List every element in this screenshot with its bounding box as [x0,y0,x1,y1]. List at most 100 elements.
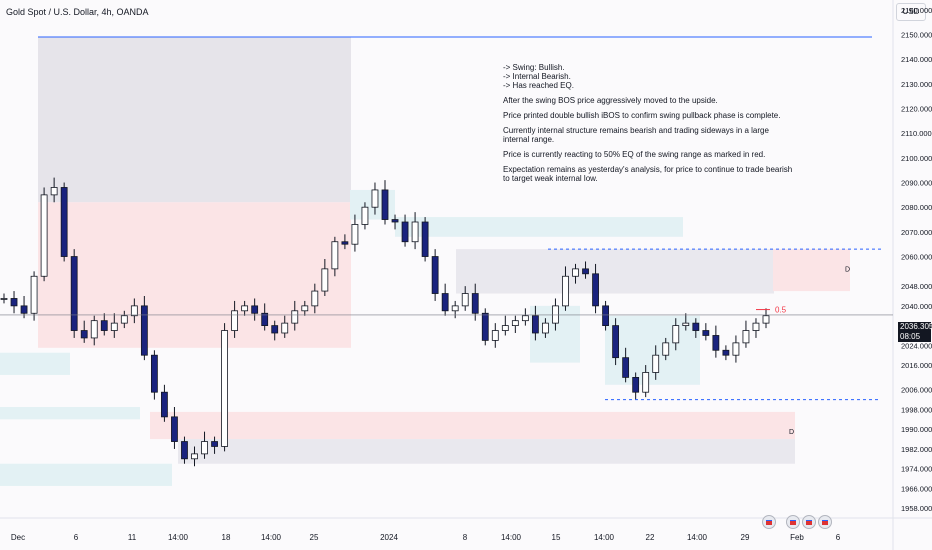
candle-body [171,416,178,442]
x-tick-label: 8 [463,533,468,542]
note-paragraph: After the swing BOS price aggressively m… [503,96,718,105]
x-tick-label: 2024 [380,533,398,542]
candle-body [401,221,409,243]
x-tick-label: 25 [310,533,319,542]
demand-d-zone [150,411,795,440]
candle-body [722,349,730,356]
candle-body [221,330,228,447]
candle-body [140,305,148,356]
candle-body [582,268,589,275]
candle-body [241,305,249,312]
x-tick-label: 14:00 [501,533,522,542]
candle-body [161,391,168,418]
candle-body [752,322,760,331]
candle-body [592,273,599,307]
candle-body [341,241,349,245]
candle-body [301,305,309,312]
y-tick-label: 2060.000 [901,253,932,262]
note-bullet: -> Has reached EQ. [503,81,574,90]
y-tick-label: 2110.000 [901,129,932,138]
candle-body [602,305,609,327]
candle-body [521,315,529,322]
candle-body [431,256,439,294]
candle-body [742,330,750,344]
x-tick-label: Feb [790,533,804,542]
candle-body [261,312,269,326]
us-flag-event-icon[interactable] [762,515,776,529]
candle-body [471,293,479,314]
candle-body [331,241,339,270]
demand-zone [0,407,140,420]
x-tick-label: 15 [552,533,561,542]
candle-body [371,189,379,208]
candle-body [150,354,158,393]
candle-body [30,275,38,314]
candle-body [451,305,459,312]
candle-body [60,187,68,257]
y-tick-label: 1974.000 [901,465,932,474]
candle-body [351,224,359,245]
candle-body [632,376,640,393]
us-flag-event-icon[interactable] [818,515,832,529]
candle-body [100,320,108,331]
x-tick-label: 6 [74,533,79,542]
note-paragraph: Expectation remains as yesterday's analy… [503,165,793,183]
candle-body [682,322,690,326]
y-tick-label: 2048.000 [901,282,932,291]
y-tick-label: 1990.000 [901,425,932,434]
candle-body [281,322,289,334]
candle-body [622,357,630,378]
us-flag-event-icon[interactable] [786,515,800,529]
y-tick-label: 2070.000 [901,228,932,237]
candle-body [441,293,449,312]
y-tick-label: 2080.000 [901,203,932,212]
internal-zone [395,217,683,237]
candle-body [291,310,299,324]
currency-button[interactable]: USD [896,3,926,21]
y-tick-label: 2040.000 [901,302,932,311]
candle-body [70,256,78,331]
candle-body [612,325,620,359]
demand-zone [0,463,172,486]
candle-body [90,320,98,339]
candle-body [391,219,399,223]
demand-zone [0,352,70,375]
note-bullet: -> Internal Bearish. [503,72,571,81]
x-tick-label: 11 [128,533,137,542]
candle-body [702,330,710,336]
y-tick-label: 2130.000 [901,80,932,89]
candle-body [712,335,720,351]
x-tick-label: 6 [836,533,841,542]
candle-body [511,320,519,326]
candle-body [491,330,499,341]
us-flag-event-icon[interactable] [802,515,816,529]
last-price-value: 2036.305 [900,322,932,331]
y-tick-label: 1966.000 [901,484,932,493]
candle-body [0,298,8,300]
candle-body [552,305,559,324]
candle-body [201,441,208,455]
candle-body [381,189,389,220]
zone-label: D [845,266,850,273]
analysis-notes: -> Swing: Bullish. -> Internal Bearish. … [503,63,793,189]
candle-body [542,322,549,334]
candle-body [672,325,680,344]
candle-body [361,206,369,225]
x-tick-label: 18 [222,533,231,542]
y-tick-label: 1958.000 [901,504,932,513]
x-tick-label: Dec [11,533,25,542]
y-tick-label: 2024.000 [901,341,932,350]
premium-zone [38,37,351,203]
y-tick-label: 2090.000 [901,179,932,188]
zone-label: D [789,429,794,436]
candle-body [662,342,670,356]
y-tick-label: 2160.000 [901,6,932,15]
candle-body [572,268,579,277]
x-tick-label: 22 [646,533,655,542]
candle-body [50,187,58,196]
candle-body [130,305,138,317]
bar-countdown: 08:05 [900,332,921,341]
candle-body [531,315,539,334]
